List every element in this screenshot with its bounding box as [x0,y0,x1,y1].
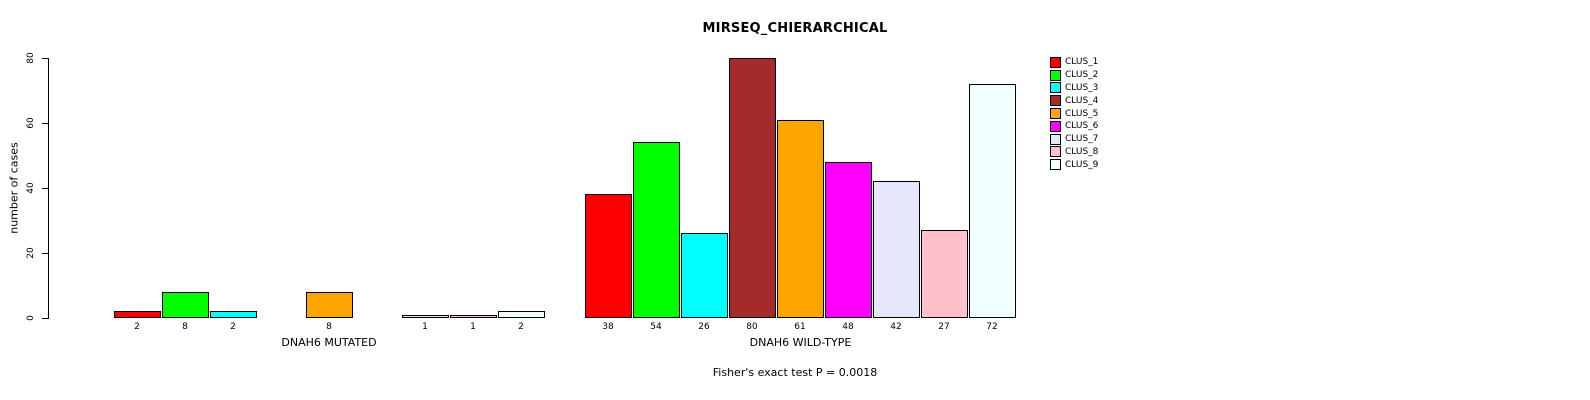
legend-item: CLUS_6 [1050,120,1098,133]
bar [209,311,257,318]
bar-value-label: 1 [470,322,476,332]
bar [968,84,1016,318]
bar-value-label: 2 [518,322,524,332]
chart-title: MIRSEQ_CHIERARCHICAL [702,21,888,36]
legend-item: CLUS_2 [1050,69,1098,82]
bar [113,311,161,318]
bar-value-label: 26 [698,322,710,332]
legend-swatch [1050,108,1061,120]
bar [872,181,920,318]
legend-swatch [1050,133,1061,145]
y-axis-tick [42,188,49,189]
bar [680,233,728,318]
bar-value-label: 27 [938,322,950,332]
legend-item: CLUS_7 [1050,133,1098,146]
legend-label: CLUS_3 [1065,82,1099,93]
bar-value-label: 8 [326,322,332,332]
bar [920,230,968,318]
y-axis-tick-label: 40 [26,182,36,194]
bar [728,58,776,318]
legend-item: CLUS_3 [1050,82,1098,95]
bar [584,194,632,318]
legend-label: CLUS_2 [1065,70,1099,81]
bar-value-label: 61 [794,322,806,332]
fisher-test-annotation: Fisher's exact test P = 0.0018 [712,366,878,379]
legend-item: CLUS_8 [1050,146,1098,159]
bar-value-label: 1 [422,322,428,332]
y-axis-tick [42,58,49,59]
legend-label: CLUS_6 [1065,121,1099,132]
bar-value-label: 54 [650,322,662,332]
legend-label: CLUS_5 [1065,108,1099,119]
legend-item: CLUS_4 [1050,94,1098,107]
legend-swatch [1050,95,1061,107]
y-axis-tick-label: 60 [26,117,36,129]
bar [161,292,209,318]
bar [497,311,545,318]
y-axis-tick [42,318,49,319]
legend-swatch [1050,56,1061,68]
legend-label: CLUS_7 [1065,134,1099,145]
y-axis-tick-label: 20 [26,247,36,259]
bar [449,315,497,318]
legend-swatch [1050,120,1061,132]
legend-item: CLUS_1 [1050,56,1098,69]
bar-value-label: 38 [602,322,614,332]
legend-item: CLUS_9 [1050,158,1098,171]
legend-label: CLUS_9 [1065,159,1099,170]
group-label-mutated: DNAH6 MUTATED [281,336,377,349]
legend-swatch [1050,69,1061,81]
bar-value-label: 48 [842,322,854,332]
legend-label: CLUS_8 [1065,146,1099,157]
legend-swatch [1050,82,1061,94]
bar [632,142,680,318]
bar [776,120,824,318]
bar-value-label: 2 [230,322,236,332]
y-axis-tick-label: 0 [26,315,36,321]
legend: CLUS_1 CLUS_2 CLUS_3 CLUS_4 CLUS_5 CLUS_6 CLUS… [1050,56,1098,171]
bar [401,315,449,318]
bar-value-label: 72 [986,322,998,332]
y-axis-tick-label: 80 [26,52,36,64]
bar-value-label: 42 [890,322,902,332]
legend-swatch [1050,146,1061,158]
legend-label: CLUS_4 [1065,95,1099,106]
legend-swatch [1050,159,1061,171]
bar [305,292,353,318]
legend-item: CLUS_5 [1050,107,1098,120]
bar-value-label: 2 [134,322,140,332]
group-label-wildtype: DNAH6 WILD-TYPE [749,336,852,349]
bar-value-label: 8 [182,322,188,332]
y-axis-tick [42,253,49,254]
bar-value-label: 80 [746,322,758,332]
legend-label: CLUS_1 [1065,57,1099,68]
y-axis-tick [42,123,49,124]
bar [824,162,872,318]
